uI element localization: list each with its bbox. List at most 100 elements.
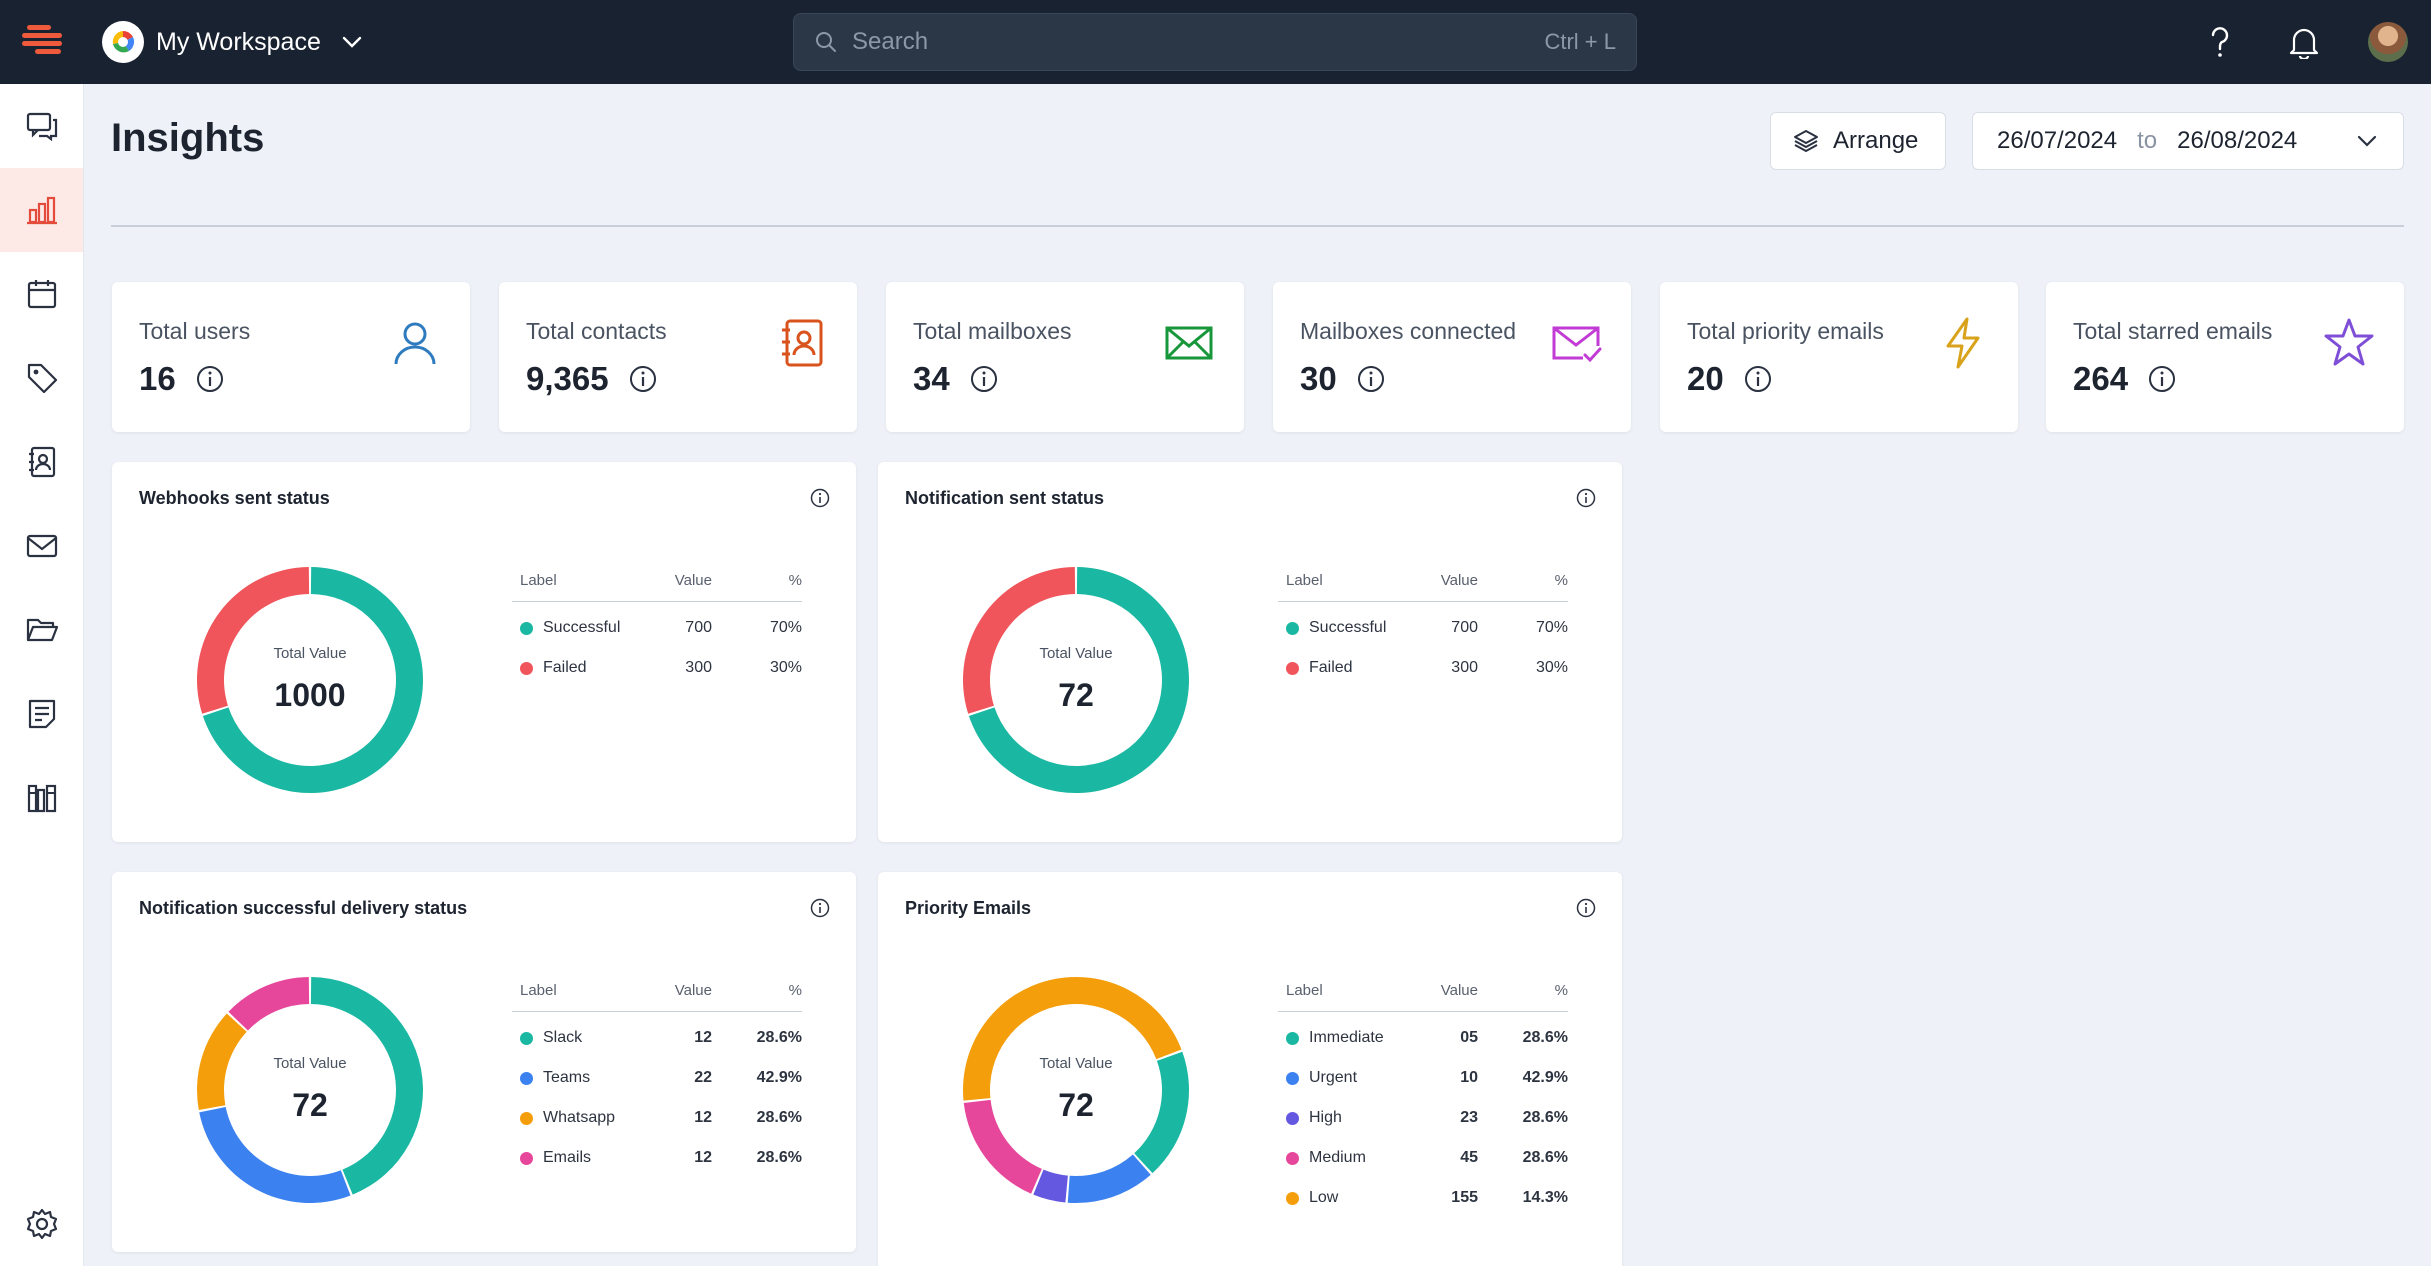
stat-card-total-priority-emails[interactable]: Total priority emails 20: [1660, 282, 2018, 432]
donut-chart: Total Value 72: [963, 567, 1189, 793]
legend-value: 700: [685, 619, 712, 636]
info-icon[interactable]: [970, 365, 998, 393]
date-range-picker[interactable]: 26/07/2024 to 26/08/2024: [1972, 112, 2404, 170]
legend-percent: 30%: [1535, 659, 1568, 676]
legend-row: Medium 45 28.6%: [1278, 1138, 1568, 1178]
info-icon[interactable]: [629, 365, 657, 393]
chart-legend-table: Label Value% Successful 700 70% Failed 300 30%: [1278, 572, 1568, 688]
info-icon[interactable]: [1357, 365, 1385, 393]
legend-row: High 23 28.6%: [1278, 1098, 1568, 1138]
legend-value: 12: [694, 1029, 712, 1046]
chart-card-notification-sent: Notification sent status Total Value 72 L…: [878, 462, 1622, 842]
chevron-down-icon: [342, 36, 362, 48]
sidebar-item-notes[interactable]: [0, 672, 83, 756]
workspace-switcher[interactable]: My Workspace: [102, 20, 365, 64]
legend-label: Emails: [520, 1149, 632, 1167]
legend-value: 12: [694, 1149, 712, 1166]
donut-chart: Total Value 72: [963, 977, 1189, 1203]
info-icon[interactable]: [1576, 488, 1596, 508]
sidebar-item-insights[interactable]: [0, 168, 83, 252]
legend-row: Failed 300 30%: [512, 648, 802, 688]
legend-value: 22: [694, 1069, 712, 1086]
tag-icon: [27, 363, 57, 394]
legend-color-dot: [520, 1071, 533, 1085]
legend-row: Immediate 05 28.6%: [1278, 1018, 1568, 1058]
legend-percent: 42.9%: [1522, 1069, 1568, 1086]
info-icon[interactable]: [196, 365, 224, 393]
legend-value: 300: [1451, 659, 1478, 676]
legend-percent: 70%: [769, 619, 802, 636]
donut-center-label: Total Value: [273, 1055, 346, 1072]
legend-color-dot: [1286, 1111, 1299, 1125]
legend-header-value: Value: [1440, 572, 1478, 589]
sidebar-item-contacts[interactable]: [0, 420, 83, 504]
legend-header-label: Label: [1286, 982, 1323, 999]
stat-value: 9,365: [526, 360, 609, 397]
info-icon[interactable]: [810, 898, 830, 918]
legend-row: Whatsapp 12 28.6%: [512, 1098, 802, 1138]
sidebar-item-calendar[interactable]: [0, 252, 83, 336]
donut-slice-failed[interactable]: [197, 567, 310, 714]
chart-legend-table: Label Value% Immediate 05 28.6% Urgent 10 42.9%…: [1278, 982, 1568, 1218]
donut-slice-failed[interactable]: [963, 567, 1076, 714]
user-icon: [394, 322, 436, 365]
header-divider: [111, 225, 2404, 227]
donut-center-total: 72: [292, 1087, 328, 1123]
legend-header-value: Value: [674, 572, 712, 589]
chart-title: Priority Emails: [905, 898, 1032, 918]
legend-row: Teams 22 42.9%: [512, 1058, 802, 1098]
legend-label: Teams: [520, 1069, 632, 1087]
date-separator: to: [2137, 127, 2158, 154]
legend-label: Low: [1286, 1189, 1398, 1207]
donut-slice-emails[interactable]: [228, 977, 310, 1031]
arrange-button[interactable]: Arrange: [1770, 112, 1946, 170]
folder-open-icon: [26, 618, 58, 642]
donut-slice-teams[interactable]: [199, 1106, 351, 1203]
user-avatar[interactable]: [2368, 22, 2408, 62]
workspace-logo-icon: [102, 21, 144, 63]
legend-label: Failed: [520, 659, 632, 677]
help-icon[interactable]: [2200, 22, 2240, 62]
stat-card-total-contacts[interactable]: Total contacts 9,365: [499, 282, 857, 432]
app-logo-icon[interactable]: [18, 16, 68, 66]
legend-header-pct: %: [788, 572, 802, 589]
stat-label: Total mailboxes: [913, 318, 1072, 344]
search-bar[interactable]: Search Ctrl + L: [793, 13, 1637, 71]
sidebar-item-settings[interactable]: [0, 1182, 83, 1266]
info-icon[interactable]: [810, 488, 830, 508]
legend-value: 23: [1460, 1109, 1478, 1126]
donut-slice-high[interactable]: [1033, 1169, 1068, 1203]
sidebar-item-conversations[interactable]: [0, 84, 83, 168]
donut-slice-medium[interactable]: [963, 1099, 1042, 1194]
notification-bell-icon[interactable]: [2284, 22, 2324, 62]
date-to: 26/08/2024: [2177, 127, 2298, 154]
chart-card-priority-emails: Priority Emails Total Value 72 Label Value…: [878, 872, 1622, 1266]
donut-slice-immediate[interactable]: [1134, 1051, 1189, 1174]
sidebar-item-tags[interactable]: [0, 336, 83, 420]
legend-value: 155: [1451, 1189, 1478, 1206]
legend-header-label: Label: [520, 572, 557, 589]
donut-slice-whatsapp[interactable]: [197, 1013, 247, 1111]
info-icon[interactable]: [1576, 898, 1596, 918]
stat-label: Total users: [139, 318, 251, 344]
donut-slice-urgent[interactable]: [1067, 1154, 1151, 1203]
legend-label: Successful: [1286, 619, 1398, 637]
sidebar-item-library[interactable]: [0, 756, 83, 840]
donut-slice-low[interactable]: [963, 977, 1182, 1101]
search-icon: [816, 32, 836, 52]
stat-card-total-mailboxes[interactable]: Total mailboxes 34: [886, 282, 1244, 432]
star-icon: [2324, 318, 2374, 366]
donut-slice-slack[interactable]: [310, 977, 423, 1195]
legend-percent: 28.6%: [756, 1109, 802, 1126]
info-icon[interactable]: [1744, 365, 1772, 393]
legend-label: Failed: [1286, 659, 1398, 677]
legend-label: Slack: [520, 1029, 632, 1047]
stat-card-mailboxes-connected[interactable]: Mailboxes connected 30: [1273, 282, 1631, 432]
info-icon[interactable]: [2148, 365, 2176, 393]
layers-icon: [1794, 130, 1818, 152]
search-input[interactable]: Search: [852, 28, 929, 55]
stat-card-total-users[interactable]: Total users 16: [112, 282, 470, 432]
sidebar-item-mail[interactable]: [0, 504, 83, 588]
stat-card-total-starred-emails[interactable]: Total starred emails 264: [2046, 282, 2404, 432]
sidebar-item-files[interactable]: [0, 588, 83, 672]
